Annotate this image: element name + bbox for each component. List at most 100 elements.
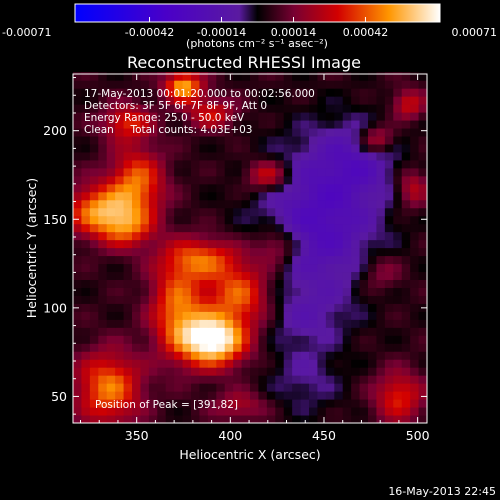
- heatmap-cell: [89, 311, 99, 320]
- heatmap-cell: [418, 295, 428, 304]
- heatmap-cell: [325, 351, 335, 360]
- heatmap-cell: [174, 167, 184, 177]
- heatmap-cell: [401, 415, 411, 424]
- heatmap-cell: [351, 327, 361, 336]
- heatmap-cell: [165, 303, 175, 312]
- heatmap-cell: [384, 88, 394, 97]
- heatmap-cell: [140, 391, 150, 400]
- heatmap-cell: [393, 104, 403, 113]
- heatmap-cell: [368, 183, 377, 193]
- heatmap-cell: [300, 120, 310, 129]
- heatmap-cell: [317, 271, 327, 280]
- heatmap-cell: [317, 383, 327, 392]
- heatmap-cell: [241, 351, 251, 360]
- heatmap-cell: [376, 120, 386, 129]
- heatmap-cell: [309, 383, 318, 392]
- heatmap-cell: [216, 143, 226, 153]
- heatmap-cell: [132, 96, 141, 105]
- heatmap-cell: [368, 88, 377, 97]
- heatmap-cell: [157, 391, 167, 400]
- heatmap-cell: [334, 128, 344, 137]
- heatmap-cell: [300, 343, 310, 352]
- heatmap-cell: [275, 223, 285, 233]
- heatmap-cell: [275, 112, 285, 121]
- heatmap-cell: [317, 319, 327, 328]
- heatmap-cell: [140, 167, 150, 177]
- heatmap-cell: [81, 215, 91, 225]
- heatmap-cell: [148, 183, 158, 193]
- heatmap-cell: [376, 303, 386, 312]
- heatmap-cell: [384, 335, 394, 344]
- heatmap-cell: [393, 191, 403, 201]
- heatmap-cell: [89, 303, 99, 312]
- heatmap-cell: [334, 399, 344, 408]
- heatmap-cell: [199, 399, 209, 408]
- heatmap-cell: [359, 391, 369, 400]
- heatmap-cell: [241, 319, 251, 328]
- heatmap-cell: [393, 311, 403, 320]
- heatmap-cell: [410, 159, 420, 169]
- heatmap-cell: [275, 343, 285, 352]
- heatmap-cell: [132, 175, 141, 185]
- heatmap-cell: [292, 359, 302, 368]
- heatmap-cell: [199, 359, 209, 368]
- heatmap-cell: [359, 367, 369, 376]
- heatmap-cell: [359, 271, 369, 280]
- heatmap-cell: [258, 415, 268, 424]
- heatmap-cell: [132, 287, 141, 296]
- heatmap-cell: [275, 367, 285, 376]
- heatmap-cell: [351, 375, 361, 384]
- heatmap-cell: [342, 80, 352, 89]
- heatmap-cell: [250, 80, 259, 89]
- heatmap-cell: [182, 136, 192, 145]
- heatmap-cell: [275, 311, 285, 320]
- heatmap-cell: [199, 415, 209, 424]
- heatmap-cell: [199, 383, 209, 392]
- heatmap-cell: [216, 319, 226, 328]
- heatmap-cell: [174, 351, 184, 360]
- heatmap-cell: [342, 167, 352, 177]
- heatmap-cell: [376, 295, 386, 304]
- heatmap-cell: [140, 199, 150, 209]
- heatmap-cell: [98, 136, 108, 145]
- heatmap-cell: [368, 271, 377, 280]
- heatmap-cell: [241, 80, 251, 89]
- heatmap-cell: [182, 263, 192, 273]
- heatmap-cell: [199, 327, 209, 336]
- heatmap-cell: [157, 175, 167, 185]
- heatmap-cell: [283, 239, 293, 249]
- heatmap-cell: [309, 319, 318, 328]
- heatmap-cell: [216, 335, 226, 344]
- heatmap-cell: [292, 383, 302, 392]
- heatmap-cell: [123, 295, 133, 304]
- heatmap-cell: [351, 128, 361, 137]
- heatmap-cell: [89, 375, 99, 384]
- heatmap-cell: [334, 375, 344, 384]
- heatmap-cell: [199, 287, 209, 296]
- heatmap-cell: [292, 183, 302, 193]
- heatmap-cell: [368, 295, 377, 304]
- heatmap-cell: [207, 199, 217, 209]
- heatmap-cell: [266, 319, 276, 328]
- heatmap-cell: [266, 120, 276, 129]
- heatmap-cell: [199, 183, 209, 193]
- heatmap-cell: [224, 215, 234, 225]
- heatmap-cell: [98, 231, 108, 241]
- heatmap-cell: [132, 279, 141, 288]
- heatmap-cell: [148, 191, 158, 201]
- heatmap-cell: [106, 199, 116, 209]
- heatmap-cell: [351, 359, 361, 368]
- timestamp: 16-May-2013 22:45: [388, 485, 496, 498]
- heatmap-cell: [325, 88, 335, 97]
- heatmap-cell: [393, 231, 403, 241]
- heatmap-cell: [89, 231, 99, 241]
- heatmap-cell: [275, 191, 285, 201]
- heatmap-cell: [292, 175, 302, 185]
- heatmap-cell: [300, 271, 310, 280]
- heatmap-cell: [98, 271, 108, 280]
- heatmap-cell: [283, 128, 293, 137]
- heatmap-cell: [376, 391, 386, 400]
- heatmap-cell: [250, 175, 259, 185]
- heatmap-cell: [300, 319, 310, 328]
- heatmap-cell: [106, 399, 116, 408]
